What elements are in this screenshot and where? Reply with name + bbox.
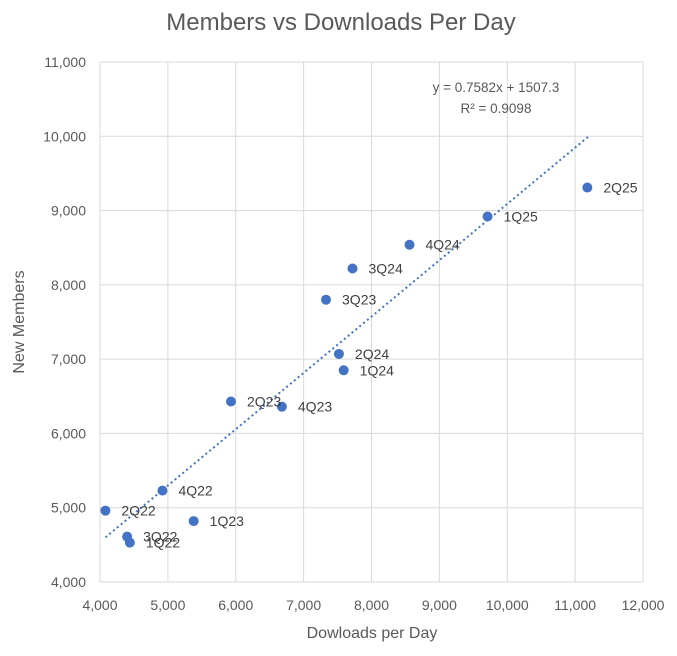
data-label: 3Q22 <box>143 529 177 545</box>
x-tick-label: 4,000 <box>82 597 117 613</box>
data-point <box>225 396 236 407</box>
x-tick-label: 10,000 <box>486 597 529 613</box>
data-label: 4Q24 <box>426 237 460 253</box>
y-tick-label: 5,000 <box>51 500 86 516</box>
data-point <box>124 537 135 548</box>
data-point <box>276 401 287 412</box>
data-label: 1Q23 <box>210 513 244 529</box>
data-point <box>482 211 493 222</box>
data-label: 4Q23 <box>298 399 332 415</box>
data-point <box>347 263 358 274</box>
data-label: 2Q25 <box>603 180 637 196</box>
data-label: 2Q22 <box>121 503 155 519</box>
x-tick-label: 6,000 <box>218 597 253 613</box>
x-tick-label: 5,000 <box>150 597 185 613</box>
data-point <box>338 365 349 376</box>
x-tick-label: 9,000 <box>422 597 457 613</box>
y-axis-ticks: 4,000 5,000 6,000 7,000 8,000 9,000 10,000 11,0… <box>43 54 86 590</box>
y-tick-label: 11,000 <box>44 54 86 70</box>
y-tick-label: 9,000 <box>51 203 86 219</box>
data-label: 2Q23 <box>247 393 281 409</box>
y-tick-label: 4,000 <box>51 574 86 590</box>
data-label: 1Q24 <box>360 362 394 378</box>
data-point <box>333 348 344 359</box>
y-tick-label: 7,000 <box>51 351 86 367</box>
data-label: 3Q23 <box>342 292 376 308</box>
trendline-equation: y = 0.7582x + 1507.3 <box>433 80 560 95</box>
x-axis-ticks: 4,000 5,000 6,000 7,000 8,000 9,000 10,000 11,0… <box>82 597 664 613</box>
chart-title: Members vs Downloads Per Day <box>166 9 515 36</box>
x-axis-title: Dowloads per Day <box>307 625 438 642</box>
data-label: 3Q24 <box>368 261 402 277</box>
y-tick-label: 8,000 <box>51 277 86 293</box>
x-tick-label: 8,000 <box>354 597 389 613</box>
gridlines <box>99 61 644 583</box>
data-point <box>321 294 332 305</box>
data-label: 1Q22 <box>146 535 180 551</box>
data-label: 2Q24 <box>355 346 389 362</box>
data-point <box>100 505 111 516</box>
data-points <box>100 182 593 548</box>
data-point <box>188 516 199 527</box>
x-tick-label: 12,000 <box>622 597 665 613</box>
trendline-r-squared: R² = 0.9098 <box>461 101 532 116</box>
data-point <box>157 485 168 496</box>
x-tick-label: 11,000 <box>554 597 596 613</box>
data-point <box>404 239 415 250</box>
y-tick-label: 10,000 <box>43 128 86 144</box>
data-label: 1Q25 <box>504 209 538 225</box>
y-tick-label: 6,000 <box>51 425 86 441</box>
data-point <box>582 182 593 193</box>
y-axis-title: New Members <box>11 270 28 373</box>
trendline <box>104 135 590 539</box>
x-tick-label: 7,000 <box>286 597 321 613</box>
data-label: 4Q22 <box>178 483 212 499</box>
